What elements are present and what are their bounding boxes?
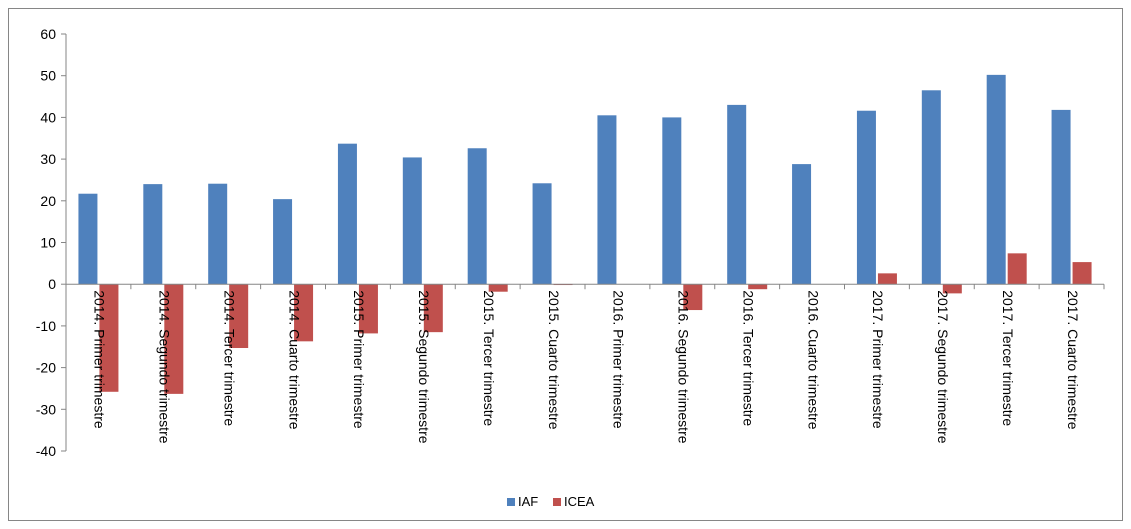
bar-icea (99, 284, 119, 392)
y-tick-label: -10 (36, 318, 56, 334)
y-tick-label: -30 (36, 401, 56, 417)
bar-iaf (986, 74, 1006, 285)
bar-iaf (402, 157, 422, 285)
x-tick-label: 2015. Cuarto trimestre (546, 290, 562, 429)
bar-icea (488, 284, 508, 292)
bar-icea (1072, 262, 1092, 285)
x-tick-label: 2014. Primer trimestre (92, 290, 108, 429)
x-axis: 2014. Primer trimestre 2014. Segundo trim… (65, 283, 1105, 444)
y-tick-label: 40 (40, 109, 56, 125)
x-tick-label: 2017. Tercer trimestre (1000, 290, 1016, 426)
x-tick-label: 2016. Cuarto trimestre (805, 290, 821, 429)
y-tick-label: 20 (40, 193, 56, 209)
bar-iaf (921, 90, 941, 285)
y-tick-label: 30 (40, 151, 56, 167)
x-tick-label: 2015. Segundo trimestre (416, 290, 432, 444)
y-tick-label: 0 (48, 276, 56, 292)
bar-icea (229, 284, 249, 349)
x-tick-label: 2016. Primer trimestre (611, 290, 627, 429)
bars (78, 74, 1092, 394)
legend-label-iaf: IAF (518, 494, 538, 509)
bar-icea (748, 284, 768, 290)
y-axis: 60 50 40 30 20 10 0 -10 -20 -30 -40 (36, 26, 67, 459)
legend-swatch-iaf (507, 498, 515, 506)
bar-icea (942, 284, 962, 294)
bar-iaf (78, 193, 98, 285)
bar-iaf (337, 143, 357, 285)
bar-icea (358, 284, 378, 334)
x-tick-label: 2017. Cuarto trimestre (1065, 290, 1081, 429)
x-tick-label: 2015. Primer trimestre (351, 290, 367, 429)
bar-iaf (856, 110, 876, 285)
bar-iaf (727, 104, 747, 285)
bar-chart: 60 50 40 30 20 10 0 -10 -20 -30 -40 2014. Primer t… (36, 26, 1105, 509)
bar-iaf (273, 199, 293, 285)
legend: IAF ICEA (507, 494, 595, 509)
y-tick-label: 60 (40, 26, 56, 42)
legend-swatch-icea (553, 498, 561, 506)
bar-icea (294, 284, 314, 342)
y-tick-label: 10 (40, 235, 56, 251)
bar-iaf (662, 117, 682, 285)
bar-iaf (467, 148, 487, 285)
x-tick-label: 2015. Tercer trimestre (481, 290, 497, 426)
x-tick-label: 2016. Segundo trimestre (676, 290, 692, 444)
bar-iaf (208, 183, 228, 285)
bar-icea (683, 284, 703, 311)
x-tick-label: 2014. Cuarto trimestre (286, 290, 302, 429)
x-tick-label: 2017. Primer trimestre (870, 290, 886, 429)
bar-iaf (532, 183, 552, 285)
x-tick-label: 2014. Tercer trimestre (221, 290, 237, 426)
x-tick-label: 2016. Tercer trimestre (740, 290, 756, 426)
bar-iaf (143, 184, 163, 285)
bar-iaf (597, 115, 617, 285)
bar-icea (877, 273, 897, 285)
x-tick-label: 2014. Segundo trimestre (157, 290, 173, 444)
bar-iaf (1051, 109, 1071, 285)
bar-icea (1007, 253, 1027, 285)
bar-icea (164, 284, 184, 394)
chart-frame: 60 50 40 30 20 10 0 -10 -20 -30 -40 2014. Primer t… (8, 8, 1123, 521)
bar-iaf (792, 164, 812, 285)
y-tick-label: 50 (40, 68, 56, 84)
legend-label-icea: ICEA (564, 494, 595, 509)
y-tick-label: -20 (36, 360, 56, 376)
y-tick-label: -40 (36, 443, 56, 459)
x-tick-label: 2017. Segundo trimestre (935, 290, 951, 444)
bar-icea (423, 284, 443, 333)
